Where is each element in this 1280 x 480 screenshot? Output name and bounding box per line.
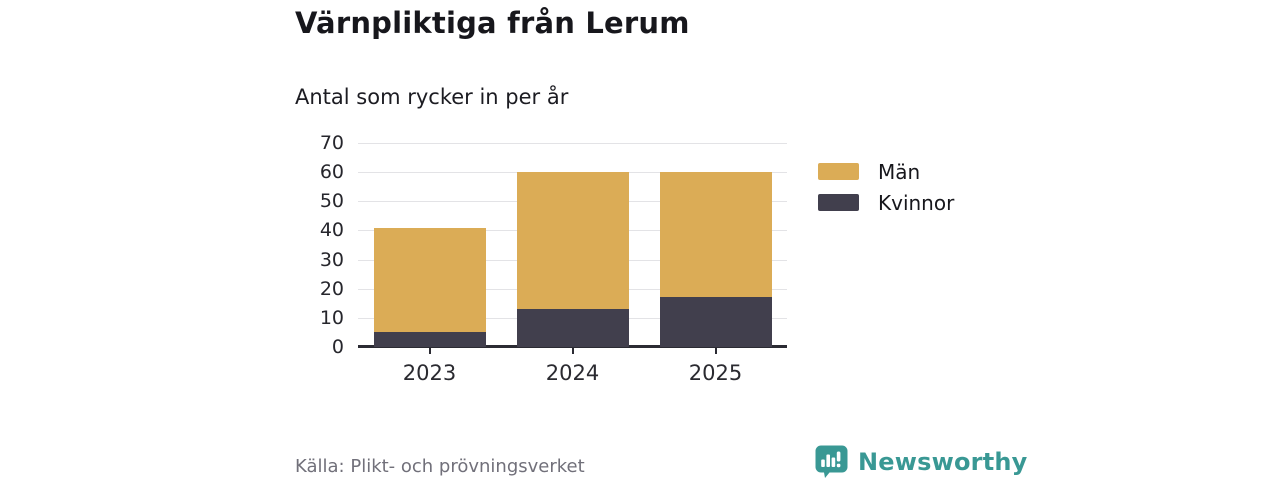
x-tick-label: 2023 [402, 361, 457, 385]
legend-swatch [818, 194, 859, 211]
x-tick-label: 2025 [688, 361, 743, 385]
chart-title: Värnpliktiga från Lerum [295, 6, 690, 40]
bar-segment-kvinnor [659, 297, 772, 347]
bar-segment-man [659, 172, 772, 298]
y-tick-label: 70 [319, 132, 344, 154]
legend-item-mn: Män [818, 159, 954, 184]
bar-segment-kvinnor [516, 309, 629, 347]
legend-label: Män [878, 159, 921, 184]
y-tick-label: 30 [319, 248, 344, 271]
legend: Män Kvinnor [818, 159, 955, 223]
brand-name: Newsworthy [858, 447, 1028, 476]
newsworthy-icon [814, 444, 849, 479]
brand-logo: Newsworthy [814, 444, 1028, 479]
source-note: Källa: Plikt- och prövningsverket [295, 456, 585, 477]
legend-swatch [818, 163, 859, 180]
y-tick-label: 60 [319, 161, 344, 184]
bar-segment-kvinnor [373, 332, 486, 347]
bar-segment-man [373, 227, 486, 333]
chart-subtitle: Antal som rycker in per år [295, 85, 569, 109]
x-tick [428, 348, 431, 354]
y-tick-label: 0 [331, 336, 344, 358]
x-tick-label: 2024 [545, 361, 600, 385]
y-tick-label: 10 [319, 306, 344, 329]
legend-label: Kvinnor [878, 190, 955, 215]
y-tick-label: 40 [319, 219, 344, 242]
y-tick-label: 50 [319, 190, 344, 213]
plot-area [358, 143, 787, 348]
x-tick [571, 348, 574, 354]
gridline [358, 143, 787, 144]
x-tick [714, 348, 717, 354]
bar-segment-man [516, 172, 629, 310]
y-tick-label: 20 [319, 277, 344, 300]
legend-item-kvinnor: Kvinnor [818, 190, 955, 215]
